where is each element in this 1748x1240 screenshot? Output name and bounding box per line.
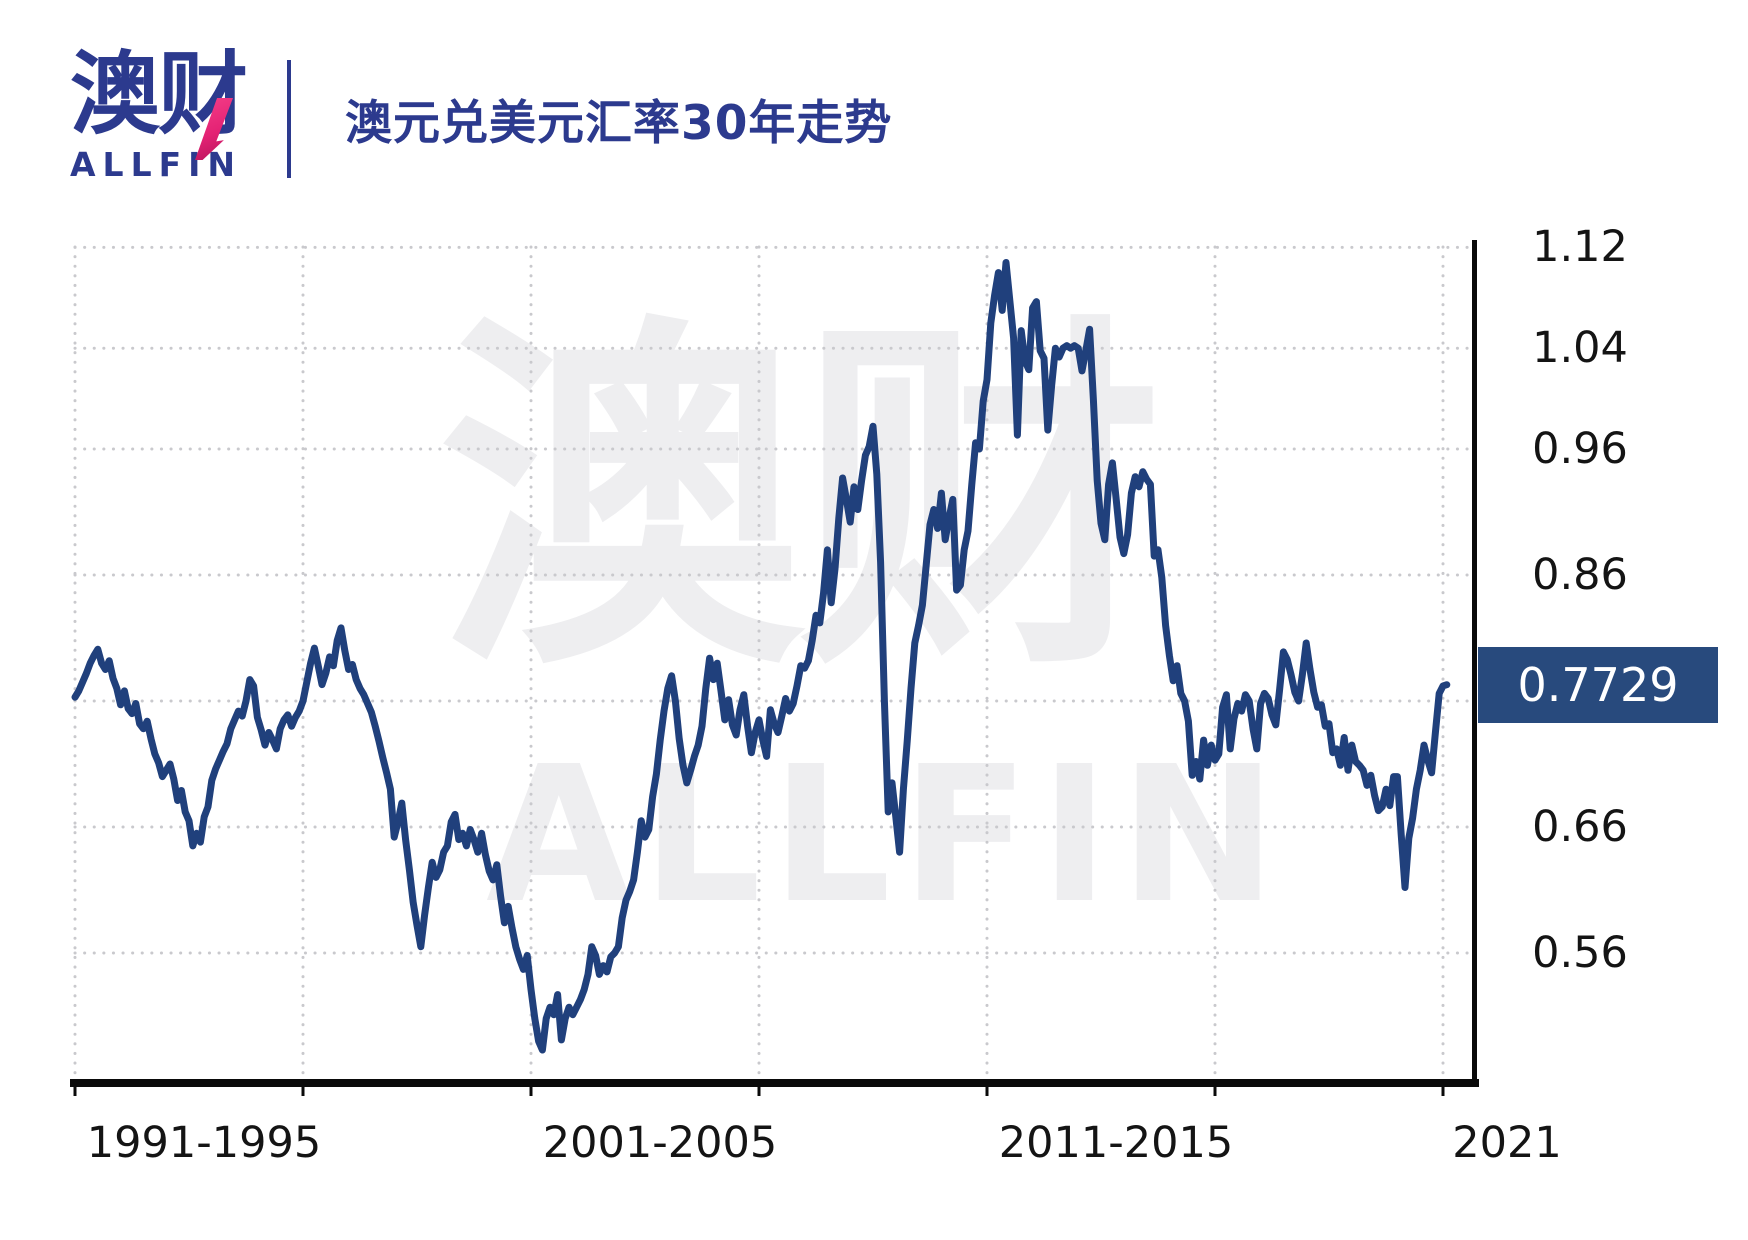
x-axis-label: 2001-2005 bbox=[542, 1118, 778, 1168]
y-axis-label: 0.96 bbox=[1532, 424, 1628, 474]
x-axis-label: 1991-1995 bbox=[86, 1118, 322, 1168]
logo-cn-text: 澳财 bbox=[70, 42, 248, 147]
brand-logo: 澳财 ALLFIN bbox=[70, 42, 290, 184]
y-axis-label: 1.04 bbox=[1532, 323, 1628, 373]
x-axis-label: 2011-2015 bbox=[998, 1118, 1234, 1168]
page-title: 澳元兑美元汇率30年走势 bbox=[345, 96, 893, 151]
y-axis-label: 1.12 bbox=[1532, 222, 1628, 272]
x-axis-label: 2021 bbox=[1452, 1118, 1562, 1168]
watermark-en: ALLFIN bbox=[486, 726, 1287, 945]
current-value-badge: 0.7729 bbox=[1478, 647, 1718, 723]
y-axis-label: 0.86 bbox=[1532, 550, 1628, 600]
y-axis-label: 0.56 bbox=[1532, 928, 1628, 978]
logo-en-text: ALLFIN bbox=[70, 145, 243, 184]
y-axis-label: 0.66 bbox=[1532, 802, 1628, 852]
header-divider bbox=[287, 60, 291, 178]
